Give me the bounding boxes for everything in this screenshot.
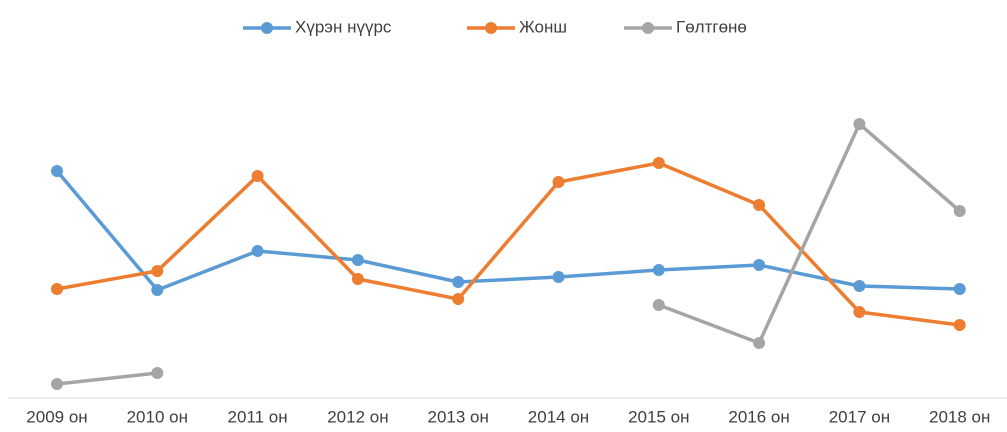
- data-point: [953, 283, 966, 295]
- x-tick-label: 2010 он: [127, 407, 188, 426]
- data-point: [51, 165, 63, 177]
- data-point: [953, 319, 966, 331]
- x-tick-label: 2009 он: [26, 407, 87, 426]
- data-point: [652, 299, 665, 311]
- data-point: [853, 306, 866, 318]
- x-tick-label: 2013 он: [428, 407, 489, 426]
- x-tick-label: 2014 он: [528, 407, 589, 426]
- legend-label: Хүрэн нүүрс: [295, 17, 392, 36]
- data-point: [953, 205, 966, 217]
- x-tick-label: 2018 он: [929, 407, 990, 426]
- data-point: [51, 283, 63, 295]
- data-point: [151, 367, 164, 379]
- data-point: [151, 265, 164, 277]
- x-tick-label: 2017 он: [829, 407, 890, 426]
- data-point: [753, 259, 766, 271]
- legend-marker: [642, 22, 654, 34]
- series-line: [55, 169, 960, 292]
- data-point: [251, 170, 264, 182]
- series-line: [56, 161, 960, 327]
- data-point: [552, 271, 565, 283]
- data-point: [51, 378, 63, 390]
- data-point: [452, 293, 465, 305]
- x-tick-label: 2011 он: [228, 407, 288, 426]
- legend-marker: [485, 22, 497, 34]
- data-point: [452, 276, 465, 288]
- series-line: [56, 371, 158, 386]
- legend-label: Жонш: [519, 17, 567, 36]
- data-point: [351, 273, 364, 285]
- x-tick-label: 2016 он: [728, 407, 789, 426]
- data-point: [652, 157, 665, 169]
- legend-label: Гөлтгөнө: [676, 17, 747, 36]
- data-point: [753, 199, 766, 211]
- legend-marker: [261, 22, 273, 34]
- x-tick-label: 2012 он: [327, 407, 388, 426]
- data-point: [652, 264, 665, 276]
- data-point: [853, 280, 866, 292]
- data-point: [151, 284, 164, 296]
- x-tick-label: 2015 он: [628, 407, 689, 426]
- data-point: [853, 118, 866, 130]
- data-point: [552, 176, 565, 188]
- data-point: [753, 337, 766, 349]
- data-point: [351, 254, 364, 266]
- series-line: [658, 122, 961, 345]
- data-point: [251, 245, 264, 257]
